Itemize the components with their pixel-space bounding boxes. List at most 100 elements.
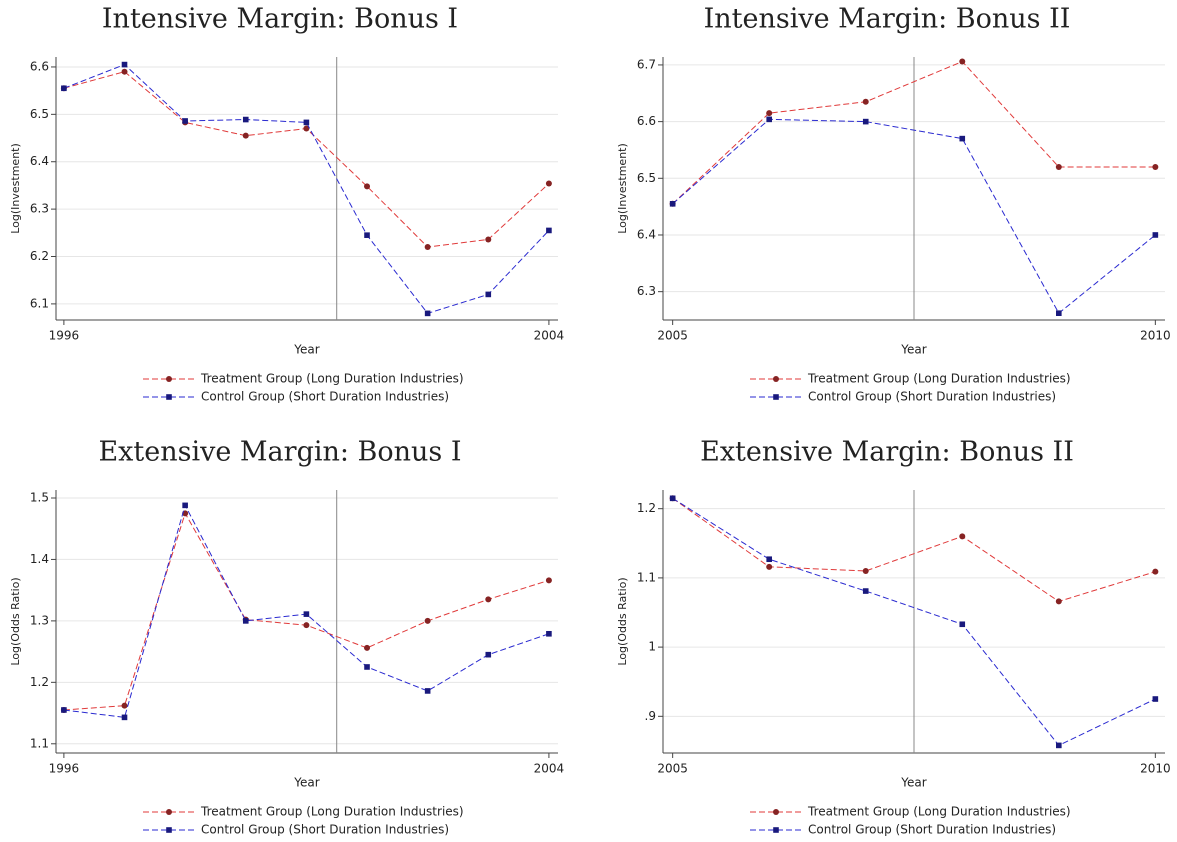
y-tick-label: 1.1 xyxy=(30,736,49,750)
y-tick-label: 6.4 xyxy=(637,227,656,241)
legend-marker xyxy=(166,376,172,382)
legend-label: Control Group (Short Duration Industries… xyxy=(201,390,449,404)
marker xyxy=(545,180,552,187)
marker xyxy=(1152,163,1159,170)
marker xyxy=(959,533,966,540)
chart-title: Intensive Margin: Bonus I xyxy=(102,4,458,35)
marker xyxy=(121,61,128,68)
marker xyxy=(242,116,249,123)
y-tick-label: 6.2 xyxy=(30,249,49,263)
marker xyxy=(546,630,552,637)
y-axis-label: Log(Investment) xyxy=(616,143,629,234)
marker xyxy=(545,577,552,584)
marker xyxy=(485,651,492,658)
y-tick-label: 6.4 xyxy=(30,154,49,168)
y-tick-label: 6.1 xyxy=(30,296,49,310)
series-line xyxy=(63,64,550,314)
marker xyxy=(242,132,249,139)
legend-marker xyxy=(166,809,172,815)
marker xyxy=(303,125,310,132)
series-line xyxy=(672,60,1156,205)
y-tick-label: 1.5 xyxy=(30,490,49,504)
marker xyxy=(424,244,431,251)
x-axis-label: Year xyxy=(293,776,319,790)
marker xyxy=(766,116,772,123)
legend-label: Treatment Group (Long Duration Industrie… xyxy=(200,372,464,386)
y-tick-label: 1.4 xyxy=(30,552,49,566)
marker xyxy=(1152,696,1159,702)
marker xyxy=(766,556,772,563)
panel: Intensive Margin: Bonus I 6.1 6.2 6.3 6.4 6.5… xyxy=(9,4,564,404)
legend-label: Treatment Group (Long Duration Industrie… xyxy=(807,805,1071,819)
series-line xyxy=(672,118,1156,314)
legend-marker xyxy=(166,827,172,833)
marker xyxy=(364,644,371,651)
y-tick-label: 6.6 xyxy=(637,114,656,128)
y-axis-label: Log(Odds Ratio) xyxy=(616,577,629,665)
marker xyxy=(364,664,370,670)
marker xyxy=(485,596,492,603)
x-axis-label: Year xyxy=(900,343,926,357)
legend-marker xyxy=(773,394,779,400)
legend-marker xyxy=(773,809,779,815)
marker xyxy=(862,118,869,125)
y-tick-label: 6.5 xyxy=(30,107,49,121)
marker xyxy=(862,98,869,105)
x-tick-label: 1996 xyxy=(49,762,80,776)
x-tick-label: 2005 xyxy=(657,329,688,343)
marker xyxy=(959,58,966,65)
marker xyxy=(424,688,431,694)
x-axis-label: Year xyxy=(293,343,319,357)
marker xyxy=(121,702,128,709)
x-tick-label: 2004 xyxy=(534,762,565,776)
y-tick-label: 1.2 xyxy=(30,675,49,689)
legend-label: Control Group (Short Duration Industries… xyxy=(808,823,1056,837)
marker xyxy=(1056,742,1062,749)
y-tick-label: 1.3 xyxy=(30,613,49,627)
marker xyxy=(1152,232,1159,238)
marker xyxy=(303,622,310,629)
y-tick-label: 1.1 xyxy=(637,570,656,584)
y-tick-label: 6.7 xyxy=(637,57,656,71)
marker xyxy=(862,588,869,594)
marker xyxy=(121,68,128,75)
marker xyxy=(364,183,371,190)
marker xyxy=(669,495,676,502)
chart-title: Intensive Margin: Bonus II xyxy=(704,4,1071,35)
legend-marker xyxy=(773,827,779,833)
marker xyxy=(485,291,492,298)
y-axis-label: Log(Odds Ratio) xyxy=(9,577,22,665)
legend-label: Control Group (Short Duration Industries… xyxy=(201,823,449,837)
legend-marker xyxy=(166,394,172,400)
x-tick-label: 1996 xyxy=(49,329,80,343)
marker xyxy=(959,135,966,142)
marker xyxy=(61,85,67,92)
marker xyxy=(182,502,188,509)
series-line xyxy=(672,497,1156,747)
panel: Extensive Margin: Bonus I 1.1 1.2 1.3 1.4 1.5… xyxy=(9,437,564,837)
marker xyxy=(364,232,370,238)
marker xyxy=(1152,568,1159,575)
legend-label: Control Group (Short Duration Industries… xyxy=(808,390,1056,404)
marker xyxy=(546,227,552,234)
marker xyxy=(766,563,773,570)
marker xyxy=(862,567,869,574)
marker xyxy=(424,617,431,624)
marker xyxy=(485,236,492,243)
marker xyxy=(1055,163,1062,170)
y-tick-label: 6.3 xyxy=(637,284,656,298)
x-tick-label: 2005 xyxy=(657,762,688,776)
panel: Intensive Margin: Bonus II 6.3 6.4 6.5 6.6 6.… xyxy=(616,4,1171,404)
marker xyxy=(766,110,773,117)
panel: Extensive Margin: Bonus II .9 1 1.1 1.2 2005 2… xyxy=(616,437,1171,837)
marker xyxy=(182,118,188,124)
x-tick-label: 2010 xyxy=(1140,329,1171,343)
marker xyxy=(303,119,310,126)
legend-label: Treatment Group (Long Duration Industrie… xyxy=(807,372,1071,386)
series-line xyxy=(672,497,1156,602)
y-tick-label: 6.5 xyxy=(637,171,656,185)
y-tick-label: 1.2 xyxy=(637,501,656,515)
chart-title: Extensive Margin: Bonus I xyxy=(98,437,461,468)
